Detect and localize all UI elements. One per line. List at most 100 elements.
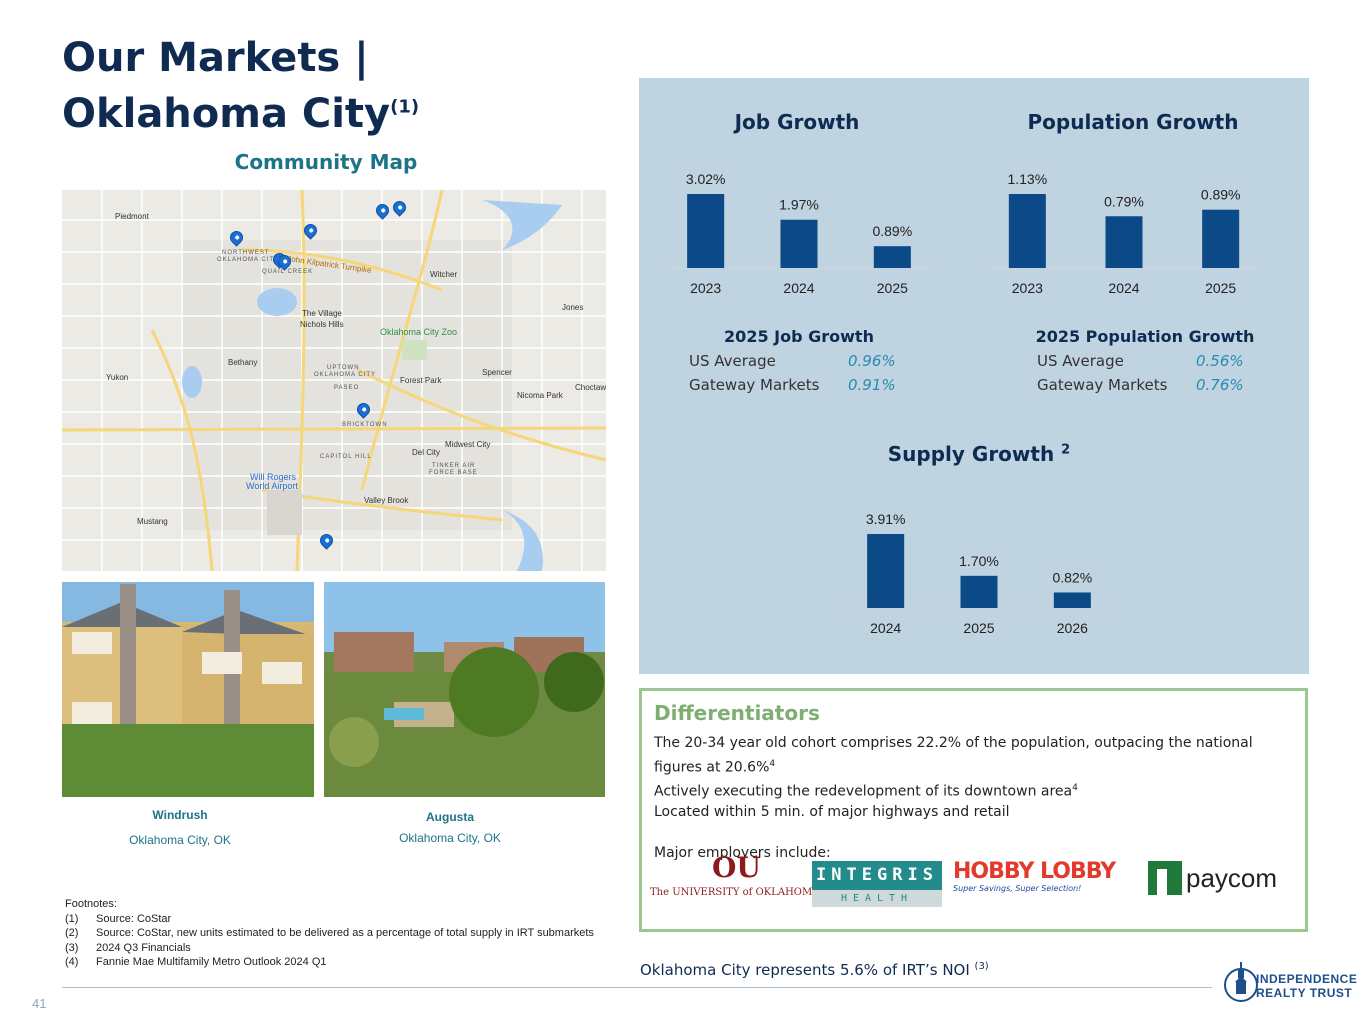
employer-logos: OU The UNIVERSITY of OKLAHOMA INTEGRIS H… [650,851,1300,911]
windrush-image [62,582,314,797]
ou-name: The UNIVERSITY of OKLAHOMA [650,887,820,898]
footer-divider [62,987,1212,988]
map-label-capitol-hill: CAPITOL HILL [320,454,372,460]
job-gateway-value: 0.91% [848,376,896,394]
map-label-quail-creek: QUAIL CREEK [262,269,314,275]
population-category-label: 2024 [1108,280,1139,296]
map-label-del-city: Del City [412,448,441,457]
job-value-label: 3.02% [686,171,726,187]
supply-growth-footnote: 2 [1061,442,1071,458]
footnote-item: (3) 2024 Q3 Financials [65,941,595,956]
job-value-label: 1.97% [779,197,819,213]
augusta-image [324,582,605,797]
map-label-nw-okc: OKLAHOMA CITY [217,257,280,263]
hobby-lobby-logo: HOBBY LOBBY Super Savings, Super Selecti… [953,859,1116,893]
integris-top: INTEGRIS [816,865,938,885]
differentiators-box: Differentiators The 20-34 year old cohor… [639,688,1308,932]
population-value-label: 1.13% [1007,171,1047,187]
footnotes-label: Footnotes: [65,898,117,910]
irt-logo-line1: INDEPENDENCE [1256,972,1358,986]
job-us-average-label: US Average [689,352,776,370]
supply-growth-chart: 3.91% 2024 1.70% 2025 0.82% 2026 [847,511,1111,636]
supply-growth-title-text: Supply Growth [887,442,1055,466]
pop-us-average-label: US Average [1037,352,1124,370]
major-employers-label: Major employers include: [654,844,831,861]
map-label-world-airport: World Airport [246,481,298,491]
map-label-mustang: Mustang [137,517,168,526]
footnote-text: Source: CoStar [96,912,172,925]
supply-value-label: 1.70% [959,553,999,569]
page-title-line1: Our Markets | [62,35,369,81]
map-label-northwest: NORTHWEST [222,250,270,256]
population-growth-title: Population Growth [1027,110,1239,134]
map-label-nichols-hills: Nichols Hills [300,320,344,329]
population-value-label: 0.79% [1104,193,1144,209]
map-label-jones: Jones [562,303,584,312]
windrush-location: Oklahoma City, OK [129,833,231,847]
map-label-paseo: PASEO [334,385,360,391]
supply-bar-2026 [1053,592,1091,608]
map-label-zoo: Oklahoma City Zoo [380,327,458,337]
job-us-average-value: 0.96% [848,352,896,370]
differentiator-highways: Located within 5 min. of major highways … [654,803,1010,820]
population-bar-2024 [1105,216,1143,268]
job-bar-2024 [780,219,818,268]
footnote-text: Source: CoStar, new units estimated to b… [96,927,594,939]
ou-logo: OU The UNIVERSITY of OKLAHOMA [650,851,819,907]
paycom-logo: paycom [1148,861,1298,901]
job-category-label: 2024 [783,280,814,296]
footnote-item: (4) Fannie Mae Multifamily Metro Outlook … [65,955,595,970]
noi-text: Oklahoma City represents 5.6% of IRT’s N… [640,961,970,979]
pop-us-average-value: 0.56% [1196,352,1244,370]
integris-bottom: HEALTH [812,890,942,907]
job-growth-title: Job Growth [734,110,860,134]
irt-logo-line2: REALTY TRUST [1256,986,1353,1000]
job-gateway-label: Gateway Markets [689,376,820,394]
map-label-force-base: FORCE BASE [429,470,478,476]
map-label-piedmont: Piedmont [115,212,149,221]
map-label-witcher: Witcher [430,270,458,279]
supply-value-label: 3.91% [866,511,906,527]
differentiator-cohort-footnote: 4 [769,758,776,769]
community-map-label: Community Map [234,150,418,174]
footnote-item: (2) Source: CoStar, new units estimated t… [65,926,595,941]
community-map[interactable]: Piedmont NORTHWEST OKLAHOMA CITY QUAIL C… [62,190,606,571]
noi-footnote: (3) [974,961,989,972]
job-bar-2023 [687,194,725,268]
job-bar-2025 [873,246,911,268]
footnote-number: (2) [65,927,79,939]
page-title: Our Markets | Oklahoma City(1) [62,30,419,142]
differentiator-downtown: Actively executing the redevelopment of … [654,778,1294,802]
augusta-name: Augusta [426,810,474,824]
windrush-photo [62,582,314,797]
population-comparison-heading: 2025 Population Growth [1035,327,1255,346]
noi-statement: Oklahoma City represents 5.6% of IRT’s N… [640,961,989,979]
hobby-lobby-name: HOBBY LOBBY [953,859,1116,884]
map-label-yukon: Yukon [106,373,129,382]
differentiators-title: Differentiators [654,701,820,725]
supply-growth-title: Supply Growth 2 [879,442,1079,466]
differentiator-cohort: The 20-34 year old cohort comprises 22.2… [654,733,1294,778]
supply-category-label: 2024 [870,620,901,636]
supply-bar-2024 [867,534,905,608]
pop-gateway-value: 0.76% [1196,376,1244,394]
capitol-building-icon [1235,962,1247,994]
footnote-item: (1) Source: CoStar [65,912,595,927]
footnote-number: (1) [65,912,79,925]
stats-panel: Job Growth Population Growth 3.02% 2023 1.… [639,78,1309,674]
differentiators-body: The 20-34 year old cohort comprises 22.2… [654,733,1294,863]
footnotes: Footnotes: (1) Source: CoStar (2) Source: … [65,897,595,970]
supply-bar-2025 [960,575,998,608]
job-value-label: 0.89% [872,223,912,239]
map-label-valley-brook: Valley Brook [364,496,409,505]
map-label-tinker: TINKER AIR [432,463,476,469]
population-bar-2025 [1202,209,1240,268]
differentiator-cohort-text: The 20-34 year old cohort comprises 22.2… [654,735,1253,776]
supply-category-label: 2025 [963,620,994,636]
population-category-label: 2023 [1012,280,1043,296]
footnote-number: (3) [65,941,79,954]
title-footnote: (1) [390,96,420,118]
footnote-text: 2024 Q3 Financials [96,941,191,954]
map-label-midwest-city: Midwest City [445,440,491,449]
map-label-the-village: The Village [302,309,342,318]
